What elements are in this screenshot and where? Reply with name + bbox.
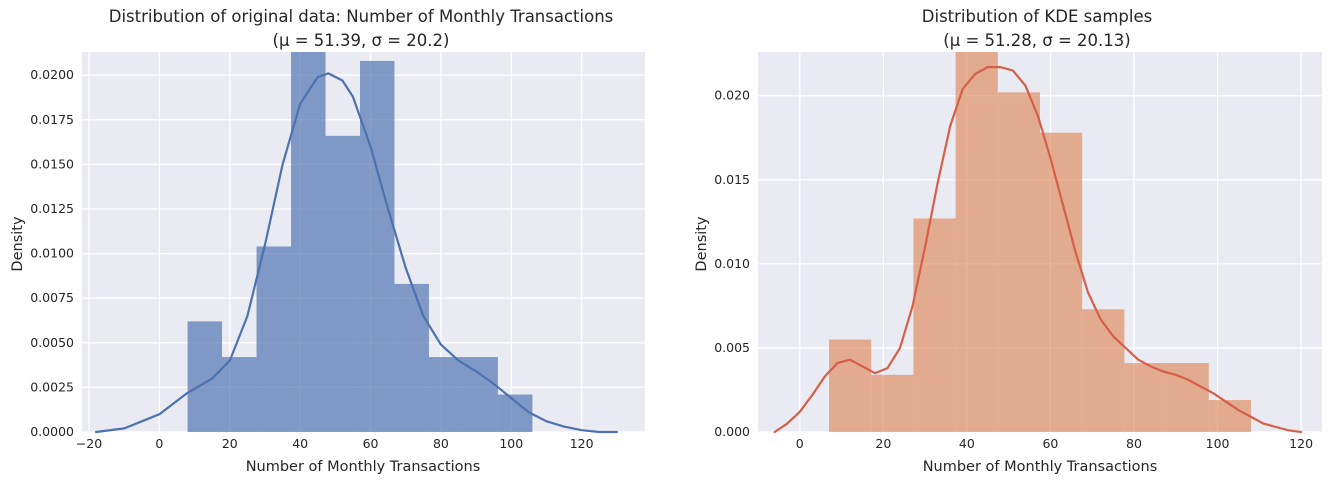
x-tick-label: −20	[76, 436, 102, 451]
histogram-bar	[222, 357, 257, 432]
histogram-bar	[291, 52, 326, 432]
chart-title: Distribution of KDE samples	[922, 7, 1152, 26]
kde-curve	[773, 65, 1303, 434]
chart-right: 0 20 40 60 80 100 120 0.000 0.005 0.010 0.015 0.020…	[694, 7, 1322, 475]
y-tick-label: 0.0150	[30, 156, 74, 171]
x-tick-label: 40	[292, 436, 308, 451]
chart-left: −20 0 20 40 60 80 100 120 0.0000 0.0025 0.0050 0.00…	[10, 7, 645, 475]
histogram-bar	[913, 218, 956, 432]
x-tick-label: 80	[433, 436, 449, 451]
x-tick-label: 0	[155, 436, 163, 451]
x-tick-label: 40	[959, 436, 975, 451]
histogram-bar	[325, 135, 360, 432]
y-tick-label: 0.0050	[30, 335, 74, 350]
y-axis-label: Density	[694, 216, 710, 272]
histogram-bar	[997, 92, 1040, 433]
y-axis-label: Density	[10, 216, 26, 272]
y-tick-label: 0.015	[714, 172, 750, 187]
x-tick-label: 20	[222, 436, 238, 451]
x-tick-label: 80	[1126, 436, 1142, 451]
x-tick-label: 60	[363, 436, 379, 451]
histogram-bar	[871, 374, 914, 432]
x-tick-label: 100	[499, 436, 523, 451]
y-tick-label: 0.0200	[30, 67, 74, 82]
plot-area: −20 0 20 40 60 80 100 120 0.0000 0.0025 0.0050 0.00…	[30, 52, 645, 451]
histogram-bar	[428, 357, 464, 432]
x-tick-label: 100	[1206, 436, 1230, 451]
y-tick-label: 0.0075	[30, 290, 74, 305]
x-axis-label: Number of Monthly Transactions	[923, 459, 1158, 475]
histogram-bar	[1082, 309, 1125, 432]
histogram-bar	[1124, 363, 1167, 432]
x-tick-label: 60	[1042, 436, 1058, 451]
y-tick-label: 0.0125	[30, 201, 74, 216]
y-tick-label: 0.020	[714, 88, 750, 103]
chart-subtitle: (μ = 51.28, σ = 20.13)	[943, 31, 1130, 50]
x-tick-label: 0	[796, 436, 804, 451]
x-tick-label: 120	[570, 436, 594, 451]
histogram-bar	[829, 339, 872, 432]
y-tick-label: 0.0000	[30, 424, 74, 439]
histogram-bar	[394, 283, 429, 432]
x-axis-label: Number of Monthly Transactions	[246, 459, 481, 475]
y-tick-label: 0.0175	[30, 112, 74, 127]
chart-subtitle: (μ = 51.39, σ = 20.2)	[273, 31, 450, 50]
histogram-bar	[463, 357, 498, 432]
histogram-bar	[187, 321, 223, 432]
x-tick-label: 120	[1289, 436, 1313, 451]
plot-area: 0 20 40 60 80 100 120 0.000 0.005 0.010 0.015 0.020	[714, 52, 1322, 451]
kde-curve	[94, 72, 619, 434]
y-tick-label: 0.000	[714, 424, 750, 439]
x-tick-label: 20	[875, 436, 891, 451]
y-tick-label: 0.0025	[30, 379, 74, 394]
y-tick-label: 0.010	[714, 256, 750, 271]
histogram-bar	[359, 60, 395, 432]
chart-title: Distribution of original data: Number of…	[109, 7, 614, 26]
histogram-bar	[256, 246, 292, 432]
y-tick-label: 0.005	[714, 340, 750, 355]
histogram-bar	[955, 52, 998, 432]
histogram-bar	[1040, 132, 1083, 433]
y-tick-label: 0.0100	[30, 246, 74, 261]
